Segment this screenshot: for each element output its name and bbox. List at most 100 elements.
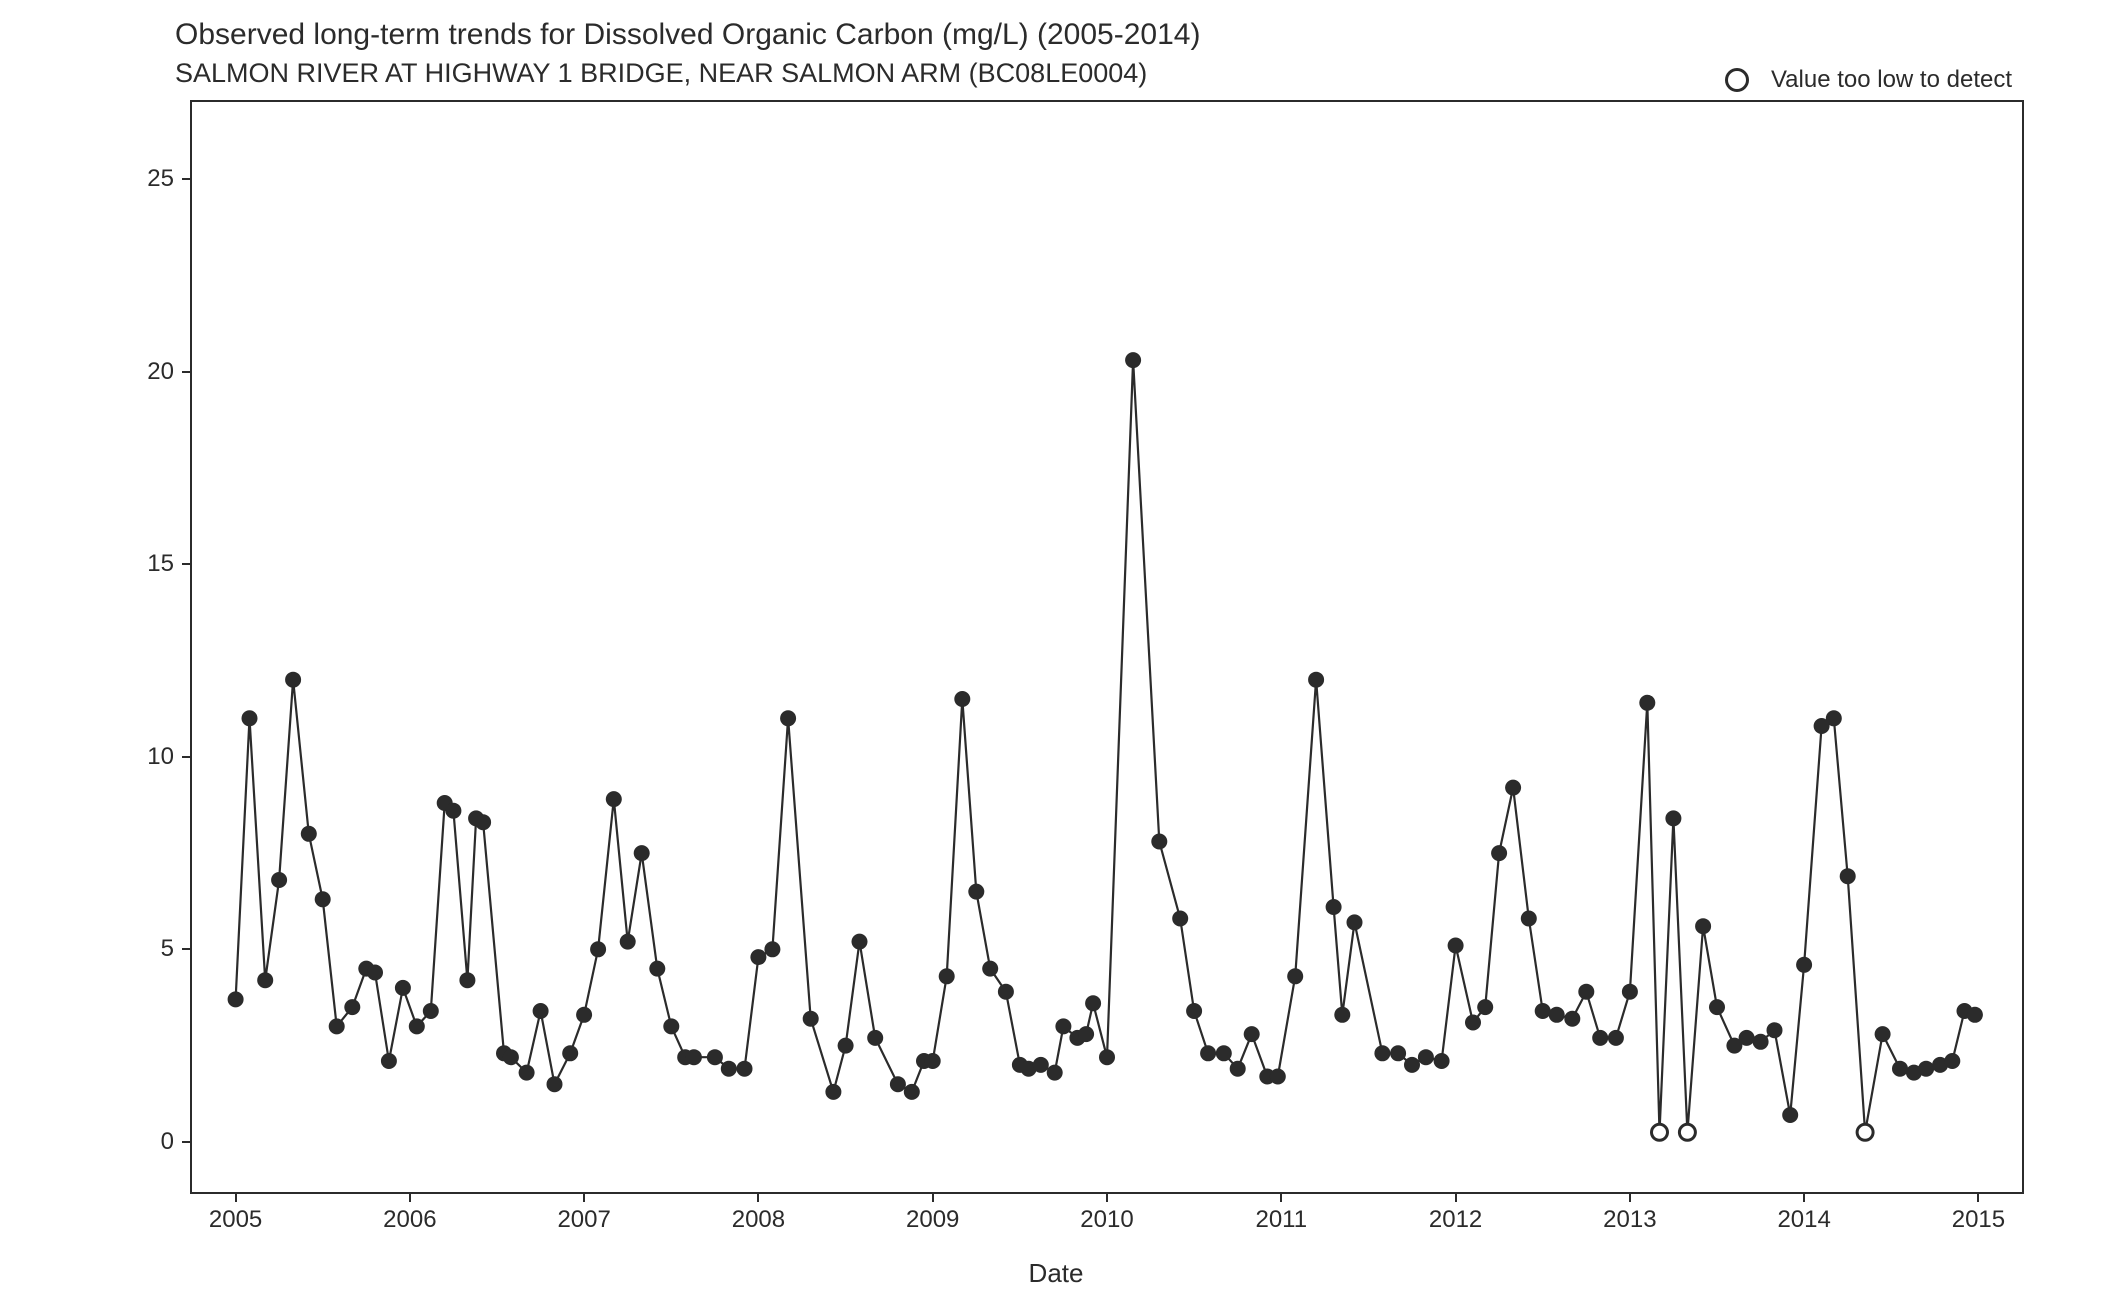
- data-point: [1287, 968, 1303, 984]
- x-tick-label: 2012: [1429, 1206, 1482, 1234]
- data-point: [533, 1003, 549, 1019]
- series-svg: [192, 102, 2022, 1192]
- data-point: [1944, 1053, 1960, 1069]
- chart-page: Observed long-term trends for Dissolved …: [0, 0, 2112, 1309]
- data-point: [503, 1049, 519, 1065]
- data-point: [395, 980, 411, 996]
- data-point: [1047, 1065, 1063, 1081]
- data-point: [301, 826, 317, 842]
- data-point: [1390, 1045, 1406, 1061]
- y-tick: [182, 178, 192, 180]
- x-tick-label: 2015: [1952, 1206, 2005, 1234]
- data-point: [982, 961, 998, 977]
- legend-open-circle-icon: [1725, 68, 1749, 92]
- x-tick: [409, 1192, 411, 1202]
- data-point: [576, 1007, 592, 1023]
- data-point: [562, 1045, 578, 1061]
- x-tick: [1629, 1192, 1631, 1202]
- x-tick-label: 2011: [1255, 1206, 1307, 1234]
- data-point: [998, 984, 1014, 1000]
- data-point: [1535, 1003, 1551, 1019]
- data-point: [686, 1049, 702, 1065]
- data-point: [750, 949, 766, 965]
- data-point: [925, 1053, 941, 1069]
- data-point: [1055, 1018, 1071, 1034]
- legend-label: Value too low to detect: [1771, 66, 2012, 94]
- data-point: [271, 872, 287, 888]
- data-point: [1334, 1007, 1350, 1023]
- data-point: [285, 672, 301, 688]
- y-tick-label: 10: [147, 743, 174, 771]
- data-point: [344, 999, 360, 1015]
- series-line: [236, 360, 1975, 1132]
- data-point: [1151, 834, 1167, 850]
- data-point: [1665, 810, 1681, 826]
- data-point: [1078, 1026, 1094, 1042]
- y-tick-label: 15: [147, 550, 174, 578]
- y-tick: [182, 756, 192, 758]
- data-point: [1709, 999, 1725, 1015]
- x-tick-label: 2007: [557, 1206, 610, 1234]
- data-point: [1465, 1015, 1481, 1031]
- x-tick: [1280, 1192, 1282, 1202]
- data-point: [1244, 1026, 1260, 1042]
- data-point: [445, 803, 461, 819]
- y-tick-label: 0: [161, 1128, 174, 1156]
- data-point: [423, 1003, 439, 1019]
- data-point: [1404, 1057, 1420, 1073]
- x-tick: [235, 1192, 237, 1202]
- data-point: [737, 1061, 753, 1077]
- x-tick: [932, 1192, 934, 1202]
- data-point: [1967, 1007, 1983, 1023]
- data-point: [764, 941, 780, 957]
- y-tick: [182, 1141, 192, 1143]
- data-point: [867, 1030, 883, 1046]
- data-point: [1230, 1061, 1246, 1077]
- y-tick-label: 25: [147, 165, 174, 193]
- data-point: [1639, 695, 1655, 711]
- data-point-open: [1857, 1124, 1873, 1140]
- data-point: [1326, 899, 1342, 915]
- data-point: [803, 1011, 819, 1027]
- data-point: [381, 1053, 397, 1069]
- x-axis-label: Date: [1029, 1258, 1084, 1289]
- data-point: [1826, 710, 1842, 726]
- data-point: [954, 691, 970, 707]
- data-point: [1505, 780, 1521, 796]
- data-point: [838, 1038, 854, 1054]
- x-tick: [1455, 1192, 1457, 1202]
- data-point: [315, 891, 331, 907]
- data-point: [1564, 1011, 1580, 1027]
- data-point: [1477, 999, 1493, 1015]
- data-point: [1374, 1045, 1390, 1061]
- data-point: [1840, 868, 1856, 884]
- data-point: [1753, 1034, 1769, 1050]
- x-tick-label: 2014: [1777, 1206, 1830, 1234]
- titles-block: Observed long-term trends for Dissolved …: [175, 18, 1200, 89]
- data-point: [707, 1049, 723, 1065]
- data-point: [649, 961, 665, 977]
- data-point: [825, 1084, 841, 1100]
- data-point: [904, 1084, 920, 1100]
- data-point: [1216, 1045, 1232, 1061]
- data-point-open: [1679, 1124, 1695, 1140]
- data-point: [1186, 1003, 1202, 1019]
- data-point: [663, 1018, 679, 1034]
- data-point: [852, 934, 868, 950]
- chart-subtitle: SALMON RIVER AT HIGHWAY 1 BRIDGE, NEAR S…: [175, 58, 1200, 89]
- data-point: [228, 991, 244, 1007]
- data-point: [1892, 1061, 1908, 1077]
- data-point: [1085, 995, 1101, 1011]
- data-point: [329, 1018, 345, 1034]
- data-point: [1308, 672, 1324, 688]
- y-tick: [182, 563, 192, 565]
- data-point: [1739, 1030, 1755, 1046]
- data-point: [1521, 911, 1537, 927]
- data-point: [475, 814, 491, 830]
- data-point: [1125, 352, 1141, 368]
- x-tick: [1977, 1192, 1979, 1202]
- data-point: [547, 1076, 563, 1092]
- data-point: [721, 1061, 737, 1077]
- data-point: [1549, 1007, 1565, 1023]
- x-tick: [583, 1192, 585, 1202]
